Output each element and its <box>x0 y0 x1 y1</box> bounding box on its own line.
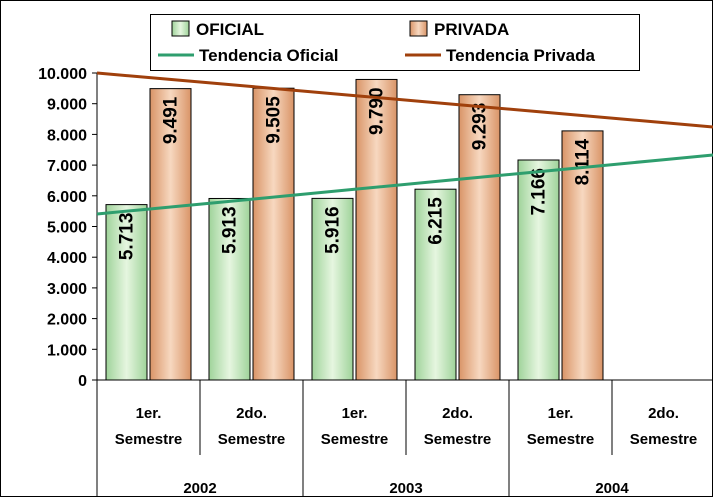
y-tick-label: 9.000 <box>47 97 87 114</box>
y-tick-label: 0 <box>78 373 87 390</box>
y-tick-label: 3.000 <box>47 281 87 298</box>
bar <box>252 87 295 381</box>
bar <box>355 78 398 381</box>
legend-label: PRIVADA <box>434 20 509 39</box>
y-tick-label: 1.000 <box>47 342 87 359</box>
value-label: 9.505 <box>264 96 285 144</box>
group-label: 2004 <box>595 480 629 497</box>
legend-box <box>150 14 640 71</box>
group-label: 2003 <box>389 480 422 497</box>
value-label: 9.790 <box>367 87 388 135</box>
x-tick-label: 1er. Semestre <box>527 405 595 448</box>
legend-label: Tendencia Oficial <box>199 46 339 65</box>
legend-swatch <box>409 20 428 37</box>
legend-label: Tendencia Privada <box>446 46 596 65</box>
value-label: 5.713 <box>117 213 138 261</box>
group-label: 2002 <box>183 480 216 497</box>
y-tick-label: 7.000 <box>47 158 87 175</box>
y-tick-label: 10.000 <box>38 66 87 83</box>
bar <box>208 197 251 381</box>
value-label: 9.293 <box>470 103 491 151</box>
value-label: 7.166 <box>529 168 550 216</box>
trend-line <box>96 153 713 216</box>
legend-swatch <box>171 20 190 37</box>
value-label: 5.916 <box>323 206 344 254</box>
value-label: 5.913 <box>220 206 241 254</box>
x-tick-label: 1er. Semestre <box>115 405 183 448</box>
value-label: 6.215 <box>426 197 447 245</box>
legend-label: OFICIAL <box>196 20 264 39</box>
value-label: 9.491 <box>161 96 182 144</box>
x-tick-label: 1er. Semestre <box>321 405 389 448</box>
bar <box>149 88 192 381</box>
x-tick-label: 2do. Semestre <box>218 405 286 448</box>
bar <box>414 188 457 381</box>
bar <box>105 204 148 381</box>
bar <box>458 94 501 381</box>
bar <box>311 197 354 381</box>
y-tick-label: 5.000 <box>47 220 87 237</box>
y-tick-label: 2.000 <box>47 312 87 329</box>
bar <box>517 159 560 381</box>
value-label: 8.114 <box>573 138 594 185</box>
y-tick-label: 8.000 <box>47 127 87 144</box>
x-tick-label: 2do. Semestre <box>630 405 698 448</box>
trend-line <box>96 71 713 129</box>
y-tick-label: 6.000 <box>47 189 87 206</box>
y-tick-label: 4.000 <box>47 250 87 267</box>
x-tick-label: 2do. Semestre <box>424 405 492 448</box>
bar <box>561 130 604 381</box>
